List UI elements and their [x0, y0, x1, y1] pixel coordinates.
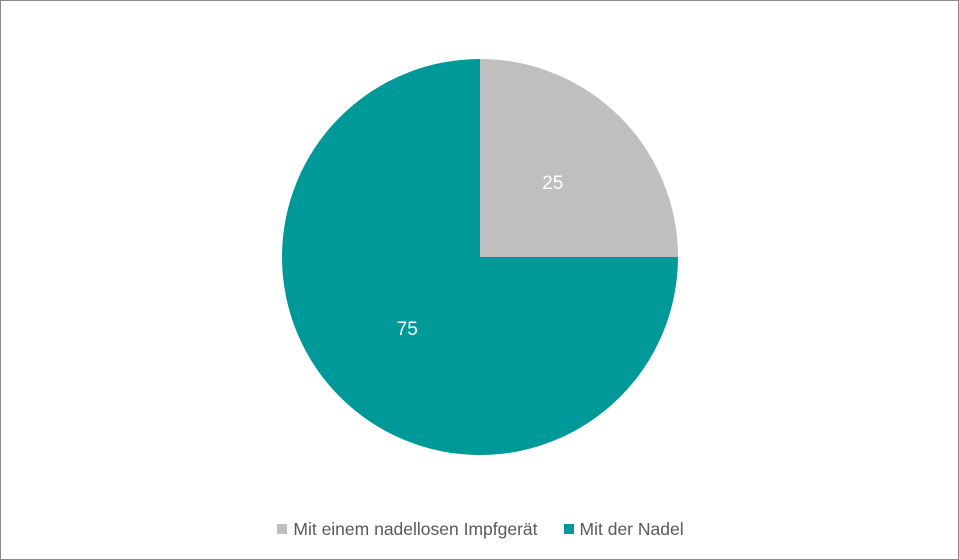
- legend: Mit einem nadellosen Impfgerät Mit der N…: [1, 514, 959, 544]
- data-label-nadellos: 25: [542, 173, 563, 194]
- legend-swatch-nadellos: [277, 524, 288, 534]
- legend-item-nadel: Mit der Nadel: [563, 518, 684, 540]
- pie-chart: 25 75: [282, 59, 678, 455]
- pie-slice-nadellos: [480, 59, 678, 257]
- legend-swatch-nadel: [563, 524, 574, 534]
- pie-slice-nadel: [282, 59, 678, 455]
- legend-label-nadel: Mit der Nadel: [579, 518, 684, 539]
- legend-item-nadellos: Mit einem nadellosen Impfgerät: [277, 518, 538, 540]
- data-label-nadel: 75: [397, 319, 418, 340]
- legend-label-nadellos: Mit einem nadellosen Impfgerät: [293, 518, 538, 539]
